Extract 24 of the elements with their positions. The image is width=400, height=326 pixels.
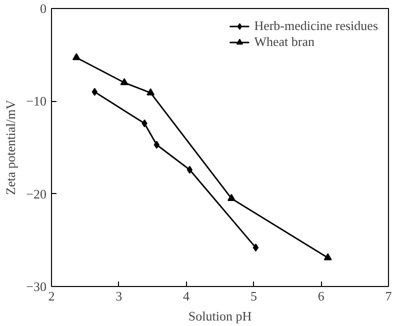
x-tick-label: 7 (385, 288, 392, 304)
y-tick-label: 0 (40, 1, 46, 16)
point (227, 194, 236, 201)
point (154, 140, 160, 149)
point (186, 166, 193, 174)
y-axis-title: Zeta potential/mV (3, 99, 18, 195)
x-tick-label: 2 (48, 288, 55, 304)
point (252, 244, 259, 252)
point (142, 119, 148, 128)
point (120, 78, 128, 86)
x-axis-title: Solution pH (188, 308, 252, 324)
x-tick-label: 6 (318, 288, 325, 304)
x-tick-label: 3 (116, 288, 122, 304)
y-tick-label: −20 (26, 186, 47, 202)
legend-label: Herb-medicine residues (254, 18, 378, 34)
y-tick-label: −10 (26, 94, 47, 109)
point (324, 253, 332, 260)
point (92, 88, 98, 96)
legend-label: Wheat bran (254, 34, 314, 50)
point (146, 88, 155, 96)
y-tick-label: −30 (26, 279, 47, 294)
point (72, 53, 80, 60)
x-tick-label: 5 (250, 288, 257, 304)
x-tick-label: 4 (183, 288, 190, 304)
